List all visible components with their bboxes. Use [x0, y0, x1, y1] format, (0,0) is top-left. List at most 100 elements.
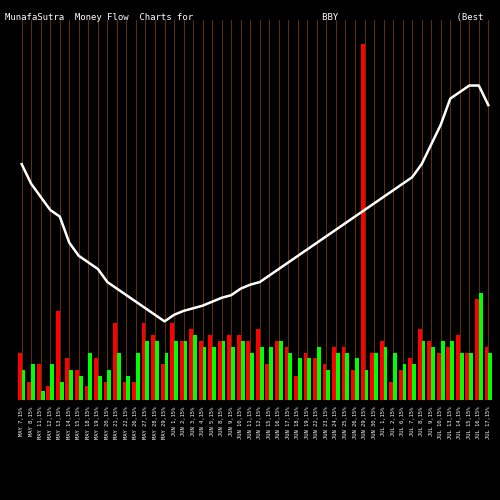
Bar	[122, 382, 126, 400]
Bar	[393, 352, 397, 400]
Bar	[212, 346, 216, 400]
Bar	[342, 346, 345, 400]
Bar	[117, 352, 120, 400]
Bar	[208, 334, 212, 400]
Bar	[164, 352, 168, 400]
Bar	[336, 352, 340, 400]
Bar	[142, 323, 146, 400]
Bar	[298, 358, 302, 400]
Text: MunafaSutra  Money Flow  Charts for                        BBY                  : MunafaSutra Money Flow Charts for BBY	[5, 12, 484, 22]
Bar	[50, 364, 54, 400]
Bar	[40, 390, 44, 400]
Bar	[228, 334, 231, 400]
Bar	[470, 352, 473, 400]
Bar	[88, 352, 92, 400]
Bar	[174, 340, 178, 400]
Bar	[170, 323, 174, 400]
Bar	[317, 346, 320, 400]
Bar	[270, 346, 273, 400]
Bar	[132, 382, 136, 400]
Bar	[218, 340, 222, 400]
Bar	[351, 370, 355, 400]
Bar	[18, 352, 22, 400]
Bar	[450, 340, 454, 400]
Bar	[374, 352, 378, 400]
Bar	[113, 323, 117, 400]
Bar	[284, 346, 288, 400]
Bar	[399, 370, 402, 400]
Bar	[488, 352, 492, 400]
Bar	[84, 386, 88, 400]
Bar	[355, 358, 359, 400]
Bar	[475, 299, 479, 400]
Bar	[412, 364, 416, 400]
Bar	[256, 329, 260, 400]
Bar	[322, 364, 326, 400]
Bar	[360, 44, 364, 400]
Bar	[431, 346, 435, 400]
Bar	[402, 364, 406, 400]
Bar	[250, 352, 254, 400]
Bar	[31, 364, 35, 400]
Bar	[190, 329, 193, 400]
Bar	[37, 364, 40, 400]
Bar	[460, 352, 464, 400]
Bar	[370, 352, 374, 400]
Bar	[193, 334, 197, 400]
Bar	[466, 352, 469, 400]
Bar	[184, 340, 188, 400]
Bar	[146, 340, 150, 400]
Bar	[346, 352, 350, 400]
Bar	[304, 352, 308, 400]
Bar	[294, 376, 298, 400]
Bar	[70, 370, 73, 400]
Bar	[380, 340, 384, 400]
Bar	[231, 346, 235, 400]
Bar	[446, 346, 450, 400]
Bar	[440, 340, 444, 400]
Bar	[260, 346, 264, 400]
Bar	[246, 340, 250, 400]
Bar	[384, 346, 388, 400]
Bar	[332, 346, 336, 400]
Bar	[313, 358, 317, 400]
Bar	[279, 340, 282, 400]
Bar	[66, 358, 70, 400]
Bar	[22, 370, 26, 400]
Bar	[79, 376, 82, 400]
Bar	[266, 364, 270, 400]
Bar	[60, 382, 64, 400]
Bar	[126, 376, 130, 400]
Bar	[428, 340, 431, 400]
Bar	[484, 346, 488, 400]
Bar	[390, 382, 393, 400]
Bar	[46, 386, 50, 400]
Bar	[222, 340, 226, 400]
Bar	[98, 376, 102, 400]
Bar	[422, 340, 426, 400]
Bar	[108, 370, 111, 400]
Bar	[199, 340, 202, 400]
Bar	[418, 329, 422, 400]
Bar	[437, 352, 440, 400]
Bar	[364, 370, 368, 400]
Bar	[408, 358, 412, 400]
Bar	[240, 340, 244, 400]
Bar	[151, 334, 155, 400]
Bar	[275, 340, 279, 400]
Bar	[308, 358, 311, 400]
Bar	[56, 311, 60, 400]
Bar	[160, 364, 164, 400]
Bar	[155, 340, 159, 400]
Bar	[104, 382, 108, 400]
Bar	[94, 358, 98, 400]
Bar	[75, 370, 79, 400]
Bar	[136, 352, 140, 400]
Bar	[288, 352, 292, 400]
Bar	[456, 334, 460, 400]
Bar	[180, 340, 184, 400]
Bar	[479, 293, 482, 400]
Bar	[202, 346, 206, 400]
Bar	[326, 370, 330, 400]
Bar	[28, 382, 31, 400]
